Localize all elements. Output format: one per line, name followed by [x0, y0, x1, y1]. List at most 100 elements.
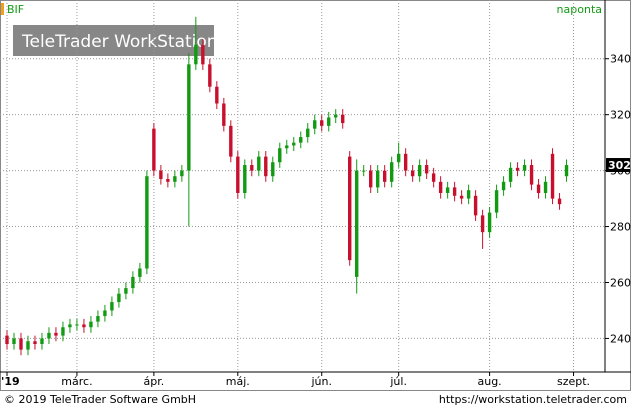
candle-body [236, 156, 240, 193]
x-tick-label: máj. [226, 375, 250, 388]
candle-body [54, 332, 58, 336]
candle-body [215, 86, 219, 104]
candle-body [417, 165, 422, 177]
candle-body [229, 125, 233, 157]
candle-body [480, 215, 485, 233]
candle-body [459, 195, 464, 199]
candle-body [529, 165, 534, 185]
candle-body [264, 156, 268, 177]
candle-body [285, 145, 289, 149]
candle-body [313, 120, 317, 129]
footer-right: https://workstation.teletrader.com [439, 393, 627, 406]
candle-body [19, 338, 23, 350]
candle-body [180, 170, 184, 177]
candle-body [368, 170, 373, 188]
candle-body [292, 142, 296, 146]
candle-body [222, 103, 226, 126]
candle-body [522, 165, 527, 171]
candle-body [5, 335, 9, 345]
candle-body [82, 324, 86, 328]
symbol: BIF [7, 3, 24, 16]
candle-body [473, 195, 478, 216]
last-price-box [606, 158, 630, 173]
candle-body [487, 212, 492, 233]
candle-body [355, 170, 359, 277]
candle-body [159, 170, 163, 180]
candle-body [396, 153, 401, 163]
candle-body [33, 341, 37, 345]
candle-body [208, 64, 212, 87]
candle-body [543, 181, 548, 193]
candle-body [75, 324, 79, 326]
candle-body [320, 120, 324, 126]
candle-body [327, 117, 331, 126]
candle-body [403, 153, 408, 171]
candle-body [166, 179, 170, 182]
x-tick-label: márc. [61, 375, 92, 388]
candle-body [61, 327, 65, 336]
candle-body [257, 156, 261, 171]
candle-body [389, 162, 394, 182]
candle-body [201, 44, 205, 65]
footer-left: © 2019 TeleTrader Software GmbH [4, 393, 196, 406]
candle-body [508, 167, 513, 182]
candle-body [96, 316, 100, 322]
last-price-label: 302 [608, 159, 631, 172]
candle-body [452, 187, 457, 196]
candle-body [152, 128, 156, 171]
candle-body [348, 156, 352, 261]
candle-body [501, 181, 506, 191]
candle-body [138, 268, 142, 277]
candle-body [173, 176, 177, 182]
candle-body [306, 128, 310, 138]
candle-body [68, 324, 72, 328]
candle-body [250, 165, 254, 171]
candle-body [278, 148, 282, 163]
candle-body [334, 114, 338, 118]
y-tick-label: 260 [610, 276, 631, 289]
symbol-marker [1, 3, 4, 15]
x-tick-label: aug. [477, 375, 501, 388]
x-tick-label: szept. [557, 375, 590, 388]
candle-body [124, 288, 128, 294]
candle-body [515, 167, 520, 171]
candle-body [536, 184, 541, 193]
y-tick-label: 340 [610, 53, 631, 66]
x-tick-label: ápr. [144, 375, 165, 388]
frame [0, 0, 631, 391]
y-tick-label: 240 [610, 332, 631, 345]
candle-body [145, 176, 149, 269]
watermark: TeleTrader WorkStation [21, 32, 218, 52]
candle-body [299, 137, 303, 143]
candle-body [103, 310, 107, 317]
period: naponta [557, 3, 602, 16]
candle-body [424, 165, 429, 174]
candle-body [271, 162, 275, 177]
candle-body [410, 170, 415, 177]
candle-body [438, 181, 443, 193]
candle-body [47, 332, 51, 339]
y-tick-label: 320 [610, 109, 631, 122]
candle-body [341, 114, 345, 124]
x-tick-label: júl. [389, 375, 407, 388]
candle-body [26, 341, 30, 350]
candle-body [131, 276, 135, 289]
candle-body [110, 302, 114, 311]
candle-body [494, 190, 499, 213]
x-tick-label: '19 [1, 375, 20, 388]
watermark-box [13, 25, 214, 56]
candle-body [445, 187, 450, 193]
candle-body [194, 44, 198, 65]
candle-body [431, 173, 436, 182]
candle-body [564, 165, 569, 177]
candle-body [243, 165, 247, 193]
candle-body [557, 198, 562, 205]
candle-body [382, 170, 387, 182]
candle-body [550, 153, 555, 199]
candle-body [117, 293, 121, 303]
candle-body [40, 338, 44, 345]
candle-body [375, 170, 380, 188]
y-tick-label: 280 [610, 221, 631, 234]
candle-body [466, 190, 471, 199]
